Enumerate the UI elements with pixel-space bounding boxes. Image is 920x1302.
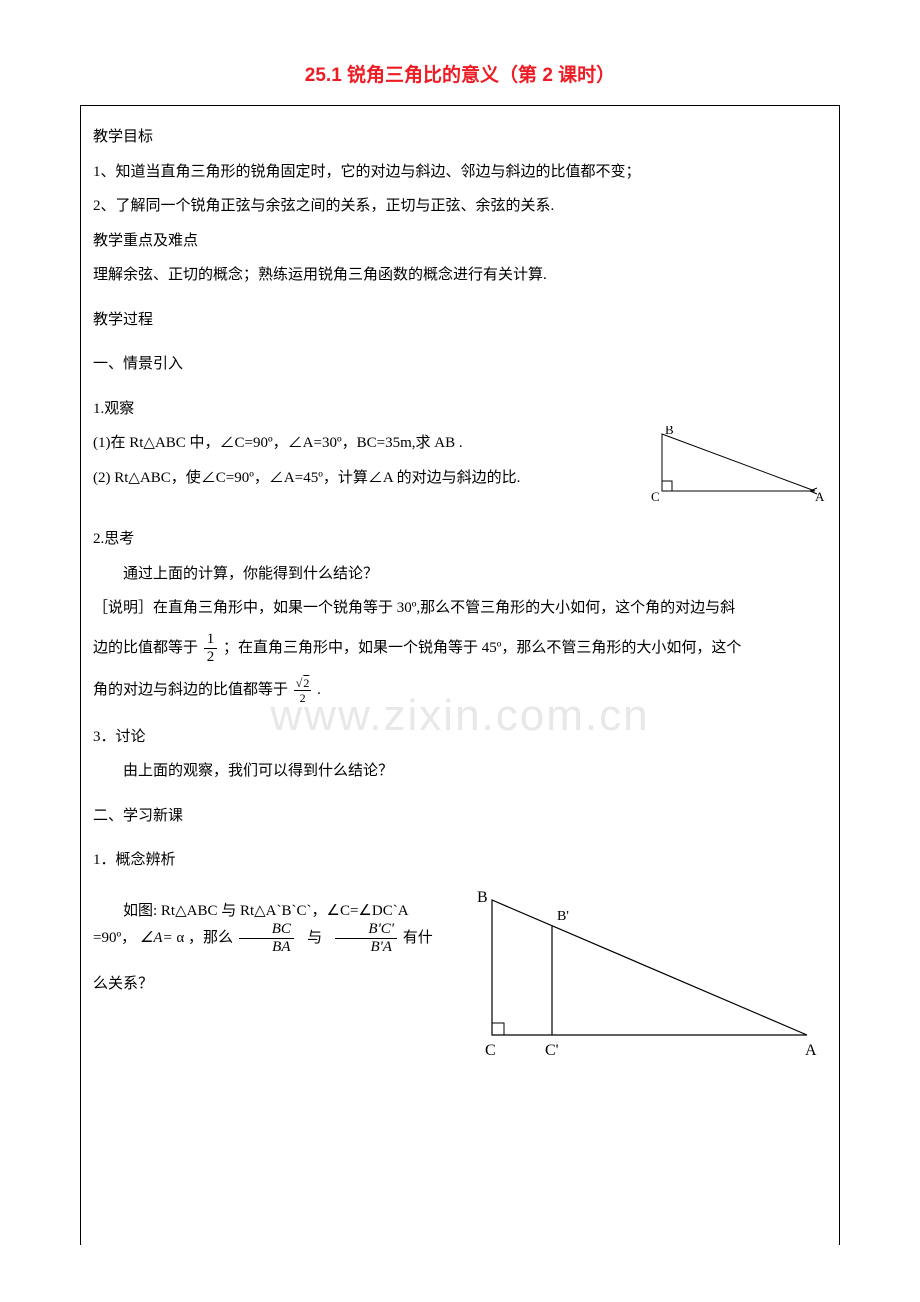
fraction-bpcp-over-bpa: B'C' B'A — [335, 922, 397, 955]
vertex-c-large: C — [485, 1042, 496, 1059]
think-heading: 2.思考 — [93, 528, 827, 551]
vertex-a-large: A — [805, 1042, 817, 1059]
observe-heading: 1.观察 — [93, 398, 827, 421]
large-triangle-diagram: B B' C C' A — [467, 880, 827, 1068]
small-triangle-diagram: B C A — [647, 426, 827, 506]
vertex-a-label: A — [815, 489, 825, 504]
vertex-b-large: B — [477, 889, 488, 906]
vertex-b-label: B — [665, 426, 674, 437]
objective-1: 1、知道当直角三角形的锐角固定时，它的对边与斜边、邻边与斜边的比值都不变； — [93, 161, 827, 184]
vertex-c-label: C — [651, 489, 660, 504]
concept-heading: 1．概念辨析 — [93, 849, 827, 872]
fraction-bc-over-ba: BC BA — [239, 922, 294, 955]
explanation-line-1: ［说明］在直角三角形中，如果一个锐角等于 30º,那么不管三角形的大小如何，这个… — [93, 597, 827, 620]
explanation-line-2: 边的比值都等于 1 2 ；在直角三角形中，如果一个锐角等于 45º，那么不管三角… — [93, 632, 827, 665]
fraction-sqrt2-over-2: √2 2 — [294, 677, 312, 704]
think-question: 通过上面的计算，你能得到什么结论？ — [93, 563, 827, 586]
focus-text: 理解余弦、正切的概念；熟练运用锐角三角函数的概念进行有关计算. — [93, 264, 827, 287]
explanation-line-3: 角的对边与斜边的比值都等于 √2 2 . — [93, 677, 827, 704]
section-2-heading: 二、学习新课 — [93, 805, 827, 828]
document-title: 25.1 锐角三角比的意义（第 2 课时） — [80, 60, 840, 87]
vertex-c-prime: C' — [545, 1042, 559, 1059]
objective-2: 2、了解同一个锐角正弦与余弦之间的关系，正切与正弦、余弦的关系. — [93, 195, 827, 218]
discuss-heading: 3．讨论 — [93, 726, 827, 749]
discuss-question: 由上面的观察，我们可以得到什么结论？ — [93, 760, 827, 783]
vertex-b-prime: B' — [557, 909, 569, 924]
objectives-heading: 教学目标 — [93, 126, 827, 149]
process-heading: 教学过程 — [93, 309, 827, 332]
content-container: www.zixin.com.cn 教学目标 1、知道当直角三角形的锐角固定时，它… — [80, 105, 840, 1245]
fraction-one-half: 1 2 — [204, 632, 218, 665]
focus-heading: 教学重点及难点 — [93, 230, 827, 253]
section-1-heading: 一、情景引入 — [93, 353, 827, 376]
